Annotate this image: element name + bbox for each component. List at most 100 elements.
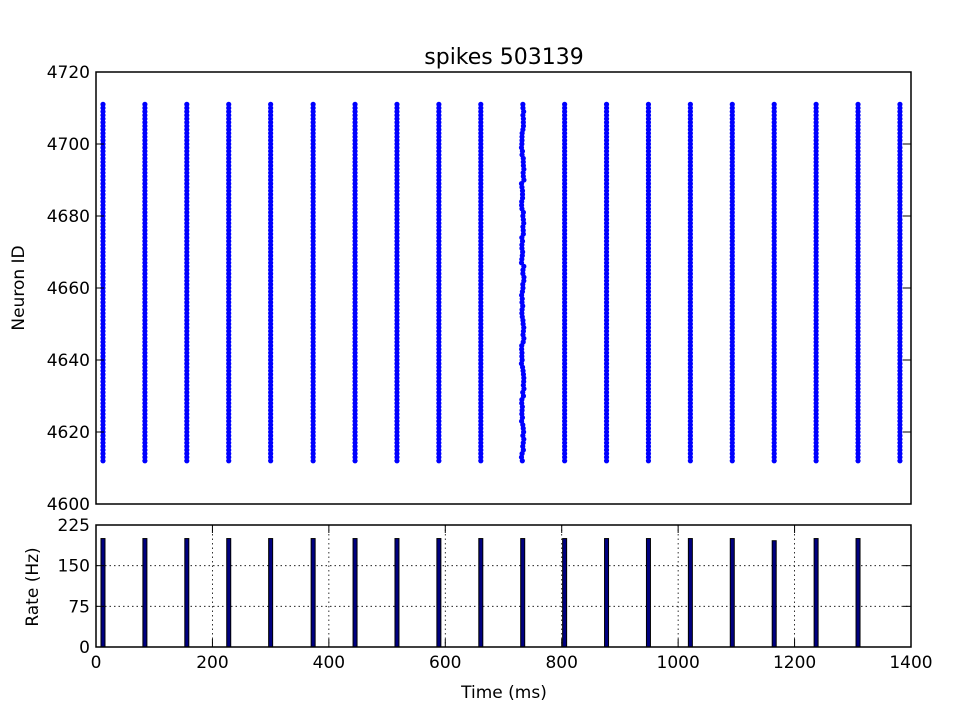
spike-dot: [562, 127, 568, 133]
spike-dot: [603, 177, 610, 183]
spike-dot: [436, 112, 442, 118]
spike-dot: [394, 217, 400, 223]
spike-dot: [352, 317, 358, 323]
spike-dot: [562, 317, 568, 323]
spike-dot: [310, 368, 316, 374]
rate-bars: [100, 538, 861, 648]
spike-dot: [897, 256, 903, 262]
spike-dot: [436, 440, 442, 446]
spike-dot: [855, 332, 861, 338]
spike-dot: [562, 379, 568, 385]
spike-dot: [729, 181, 735, 187]
rate-bar: [436, 538, 442, 648]
spike-dot: [268, 335, 274, 341]
spike-dot: [394, 386, 400, 392]
spike-dot: [226, 307, 232, 313]
spike-dot: [352, 163, 358, 169]
spike-dot: [184, 148, 190, 154]
spike-dot: [729, 109, 735, 115]
spike-dot: [729, 191, 735, 197]
spike-dot: [813, 224, 819, 230]
spike-dot: [562, 404, 568, 410]
spike-dot: [478, 343, 484, 349]
spike-dot: [436, 224, 442, 230]
spike-dot: [352, 145, 358, 151]
spike-dot: [813, 263, 819, 269]
rate-grid: [96, 525, 911, 647]
spike-dot: [771, 260, 777, 266]
spike-dot: [478, 368, 484, 374]
spike-dot: [184, 397, 190, 403]
spike-dot: [645, 206, 652, 212]
spike-dot: [394, 202, 400, 208]
spike-dot: [729, 454, 735, 460]
spike-dot: [729, 451, 735, 457]
spike-dot: [897, 411, 903, 417]
spike-dot: [687, 101, 693, 107]
spike-burst-column: [394, 101, 400, 464]
spike-dot: [226, 440, 232, 446]
spike-dot: [771, 375, 777, 381]
spike-dot: [268, 289, 274, 295]
spike-dot: [478, 382, 484, 388]
spike-dot: [562, 220, 568, 226]
spike-dot: [603, 231, 610, 237]
spike-dot: [226, 404, 232, 410]
spike-dot: [771, 350, 777, 356]
spike-dot: [897, 242, 903, 248]
spike-dot: [687, 249, 693, 255]
spike-dot: [813, 317, 819, 323]
spike-dot: [352, 116, 358, 122]
spike-dot: [855, 163, 861, 169]
spike-dot: [813, 209, 819, 215]
spike-dot: [184, 317, 190, 323]
spike-dot: [687, 145, 693, 151]
spike-dot: [687, 166, 693, 172]
spike-dot: [813, 368, 819, 374]
spike-dot: [184, 195, 190, 201]
rate-x-tick-label: 1000: [657, 653, 700, 673]
raster-y-tick-label: 4620: [47, 423, 90, 443]
spike-dot: [352, 418, 358, 424]
spike-dot: [310, 235, 316, 241]
spike-dot: [687, 127, 693, 133]
spike-dot: [310, 249, 316, 255]
spike-dot: [771, 314, 777, 320]
spike-dot: [100, 418, 106, 424]
spike-dot: [478, 375, 484, 381]
spike-dot: [352, 292, 358, 298]
spike-dot: [268, 245, 274, 251]
spike-dot: [142, 364, 148, 370]
spike-dot: [813, 188, 819, 194]
spike-dot: [687, 191, 693, 197]
spike-dot: [687, 317, 693, 323]
raster-dots: [100, 101, 903, 464]
spike-dot: [394, 141, 400, 147]
spike-dot: [562, 191, 568, 197]
spike-dot: [352, 231, 358, 237]
spike-dot: [729, 433, 735, 439]
spike-dot: [310, 130, 316, 136]
spike-dot: [100, 454, 106, 460]
spike-dot: [226, 382, 232, 388]
spike-dot: [268, 307, 274, 313]
spike-dot: [897, 220, 903, 226]
spike-dot: [436, 163, 442, 169]
spike-dot: [142, 379, 148, 385]
spike-dot: [310, 400, 316, 406]
spike-dot: [142, 375, 148, 381]
spike-dot: [603, 213, 610, 219]
spike-dot: [855, 407, 861, 413]
spike-dot: [268, 101, 274, 107]
spike-dot: [226, 299, 232, 305]
spike-dot: [813, 343, 819, 349]
spike-dot: [897, 335, 903, 341]
spike-dot: [142, 429, 148, 435]
spike-dot: [226, 130, 232, 136]
spike-dot: [729, 335, 735, 341]
spike-dot: [226, 127, 232, 133]
spike-dot: [478, 299, 484, 305]
spike-dot: [729, 238, 735, 244]
spike-dot: [897, 188, 903, 194]
spike-dot: [394, 429, 400, 435]
